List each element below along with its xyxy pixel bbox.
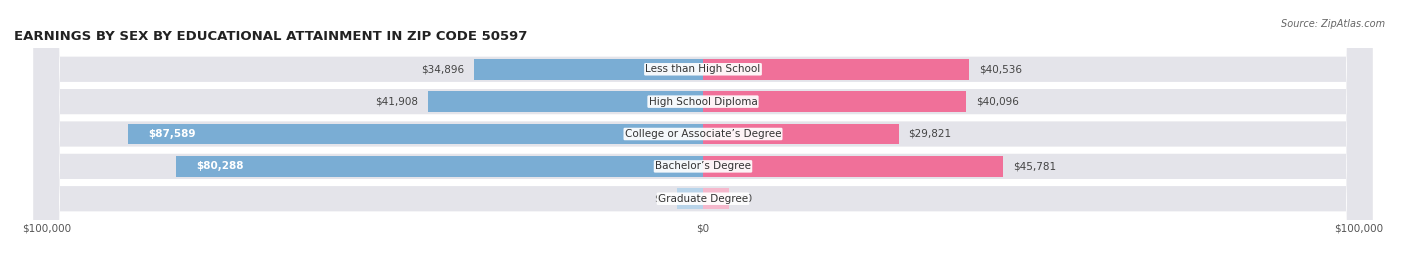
Bar — [703, 124, 898, 144]
Bar — [474, 59, 703, 80]
Text: Graduate Degree: Graduate Degree — [658, 194, 748, 204]
Bar — [176, 156, 703, 177]
Text: $40,096: $40,096 — [976, 97, 1019, 107]
Bar — [703, 59, 969, 80]
Bar — [703, 188, 730, 209]
Text: $40,536: $40,536 — [979, 64, 1022, 74]
Text: $45,781: $45,781 — [1014, 161, 1056, 171]
Text: High School Diploma: High School Diploma — [648, 97, 758, 107]
Bar — [676, 188, 703, 209]
Text: $34,896: $34,896 — [420, 64, 464, 74]
Text: $41,908: $41,908 — [375, 97, 418, 107]
Text: $0: $0 — [654, 194, 666, 204]
Text: $80,288: $80,288 — [195, 161, 243, 171]
FancyBboxPatch shape — [34, 0, 1372, 268]
Bar — [427, 91, 703, 112]
Text: $87,589: $87,589 — [148, 129, 195, 139]
Text: $29,821: $29,821 — [908, 129, 952, 139]
FancyBboxPatch shape — [34, 0, 1372, 268]
Text: $0: $0 — [740, 194, 752, 204]
Text: Source: ZipAtlas.com: Source: ZipAtlas.com — [1281, 19, 1385, 29]
Text: Less than High School: Less than High School — [645, 64, 761, 74]
FancyBboxPatch shape — [34, 0, 1372, 268]
Bar — [703, 156, 1004, 177]
Text: College or Associate’s Degree: College or Associate’s Degree — [624, 129, 782, 139]
FancyBboxPatch shape — [34, 0, 1372, 268]
Bar — [128, 124, 703, 144]
FancyBboxPatch shape — [34, 0, 1372, 268]
Bar — [703, 91, 966, 112]
Text: Bachelor’s Degree: Bachelor’s Degree — [655, 161, 751, 171]
Text: EARNINGS BY SEX BY EDUCATIONAL ATTAINMENT IN ZIP CODE 50597: EARNINGS BY SEX BY EDUCATIONAL ATTAINMEN… — [14, 30, 527, 43]
